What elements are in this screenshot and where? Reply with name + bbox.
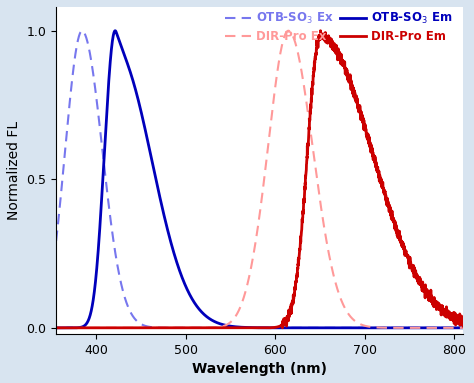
- Y-axis label: Normalized FL: Normalized FL: [7, 121, 21, 220]
- X-axis label: Wavelength (nm): Wavelength (nm): [192, 362, 327, 376]
- Legend: OTB-SO$_3$ Ex, DIR-Pro Ex, OTB-SO$_3$ Em, DIR-Pro Em: OTB-SO$_3$ Ex, DIR-Pro Ex, OTB-SO$_3$ Em…: [220, 6, 457, 47]
